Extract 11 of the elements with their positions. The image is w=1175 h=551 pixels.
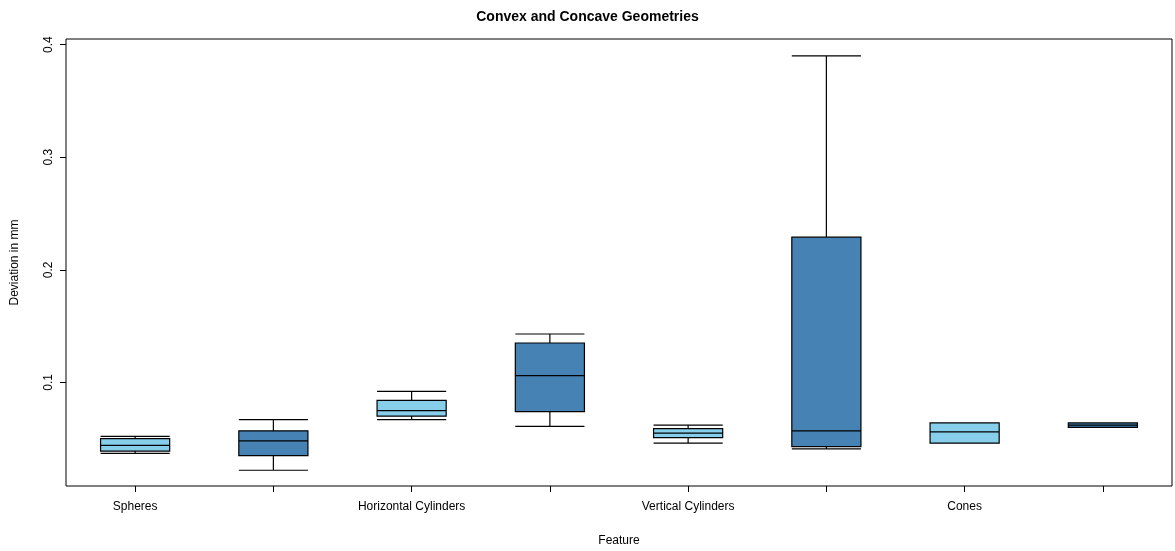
- x-tick-label: Vertical Cylinders: [641, 499, 735, 513]
- y-axis-title: Deviation in mm: [7, 219, 21, 306]
- x-tick-label: Cones: [947, 499, 982, 513]
- x-axis-title: Feature: [598, 533, 640, 547]
- y-tick-label: 0.4: [41, 35, 55, 53]
- y-tick-label: 0.1: [41, 373, 55, 391]
- x-tick-label: Spheres: [112, 499, 158, 513]
- y-tick-label: 0.2: [41, 261, 55, 279]
- x-tick-label: Horizontal Cylinders: [357, 499, 466, 513]
- y-tick-label: 0.3: [41, 148, 55, 166]
- chart-title: Convex and Concave Geometries: [476, 8, 699, 24]
